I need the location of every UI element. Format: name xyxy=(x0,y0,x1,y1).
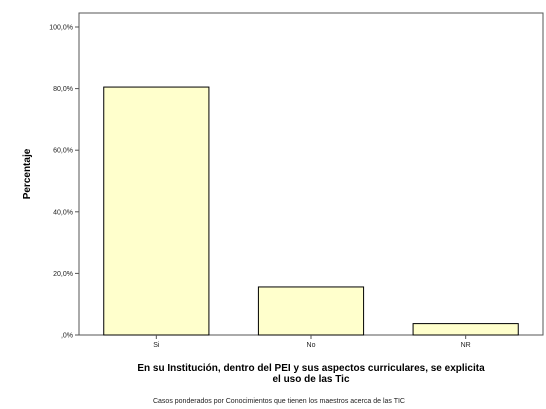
x-tick-label-si: Si xyxy=(153,342,160,349)
x-axis-label-line-2: el uso de las Tic xyxy=(272,374,350,385)
chart-footnote: Casos ponderados por Conocimientos que t… xyxy=(153,398,405,405)
bar-no xyxy=(257,286,365,336)
x-axis-label-line-1: En su Institución, dentro del PEI y sus … xyxy=(137,363,485,374)
x-tick-label-no: No xyxy=(307,342,316,349)
bar-si xyxy=(103,86,210,336)
y-tick-label: 80,0% xyxy=(53,86,73,93)
bar-nr xyxy=(412,323,519,336)
y-axis-ticks: ,0% 20,0% 40,0% 60,0% 80,0% 100,0% xyxy=(49,25,79,340)
y-axis-label: Percentaje xyxy=(22,148,33,199)
y-tick-label: ,0% xyxy=(61,333,73,340)
y-tick-label: 60,0% xyxy=(53,148,73,155)
y-tick-label: 40,0% xyxy=(53,209,73,216)
x-axis-ticks: Si No NR xyxy=(153,335,471,349)
x-tick-label-nr: NR xyxy=(461,342,471,349)
y-tick-label: 20,0% xyxy=(53,271,73,278)
y-tick-label: 100,0% xyxy=(49,25,73,32)
bars xyxy=(103,86,519,336)
